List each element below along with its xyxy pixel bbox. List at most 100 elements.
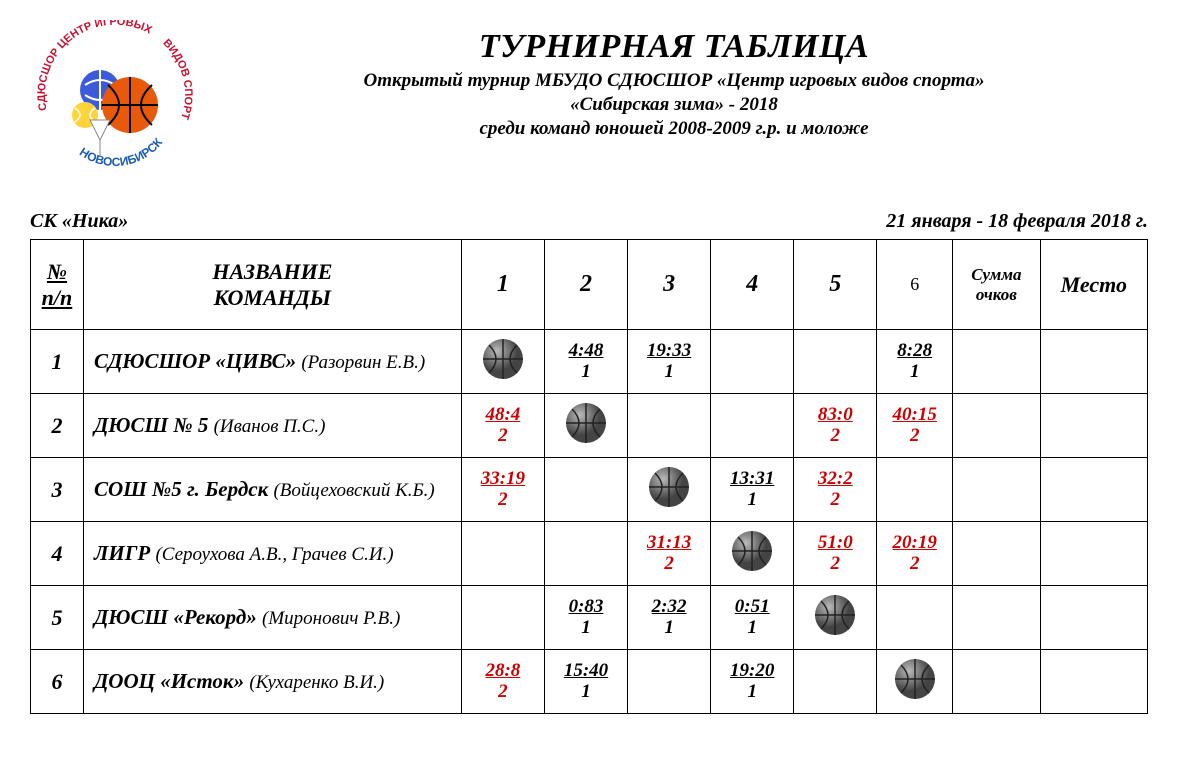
score-value: 20:192 — [893, 533, 937, 575]
col-number: № п/п — [31, 240, 84, 330]
basketball-icon — [813, 593, 857, 637]
result-cell — [461, 522, 544, 586]
team-name: СОШ №5 г. Бердск — [94, 477, 268, 501]
main-title: ТУРНИРНАЯ ТАБЛИЦА — [200, 28, 1148, 66]
header-block: СДЮСШОР ЦЕНТР ИГРОВЫХ ВИДОВ СПОРТА НОВОС… — [30, 20, 1148, 180]
basketball-icon — [564, 401, 608, 445]
team-name: СДЮСШОР «ЦИВС» — [94, 349, 296, 373]
shuttlecock-icon — [90, 120, 110, 155]
result-cell: 40:152 — [877, 394, 953, 458]
coach-name: (Иванов П.С.) — [214, 416, 326, 437]
result-cell: 83:02 — [794, 394, 877, 458]
col-round-3: 3 — [628, 240, 711, 330]
result-cell: 0:831 — [544, 586, 627, 650]
sum-cell — [953, 330, 1041, 394]
result-cell: 31:132 — [628, 522, 711, 586]
team-name-cell: ЛИГР (Сероухова А.В., Грачев С.И.) — [83, 522, 461, 586]
table-body: 1СДЮСШОР «ЦИВС» (Разорвин Е.В.)4:48119:3… — [31, 330, 1148, 714]
subtitle-line-2: «Сибирская зима» - 2018 — [200, 94, 1148, 116]
sum-cell — [953, 458, 1041, 522]
coach-name: (Кухаренко В.И.) — [249, 672, 384, 693]
result-cell: 33:192 — [461, 458, 544, 522]
row-number: 1 — [31, 330, 84, 394]
col-round-1: 1 — [461, 240, 544, 330]
team-name-cell: ДООЦ «Исток» (Кухаренко В.И.) — [83, 650, 461, 714]
score-value: 19:331 — [647, 341, 691, 383]
col-round-6: 6 — [877, 240, 953, 330]
score-value: 48:42 — [485, 405, 520, 447]
table-row: 3СОШ №5 г. Бердск (Войцеховский К.Б.)33:… — [31, 458, 1148, 522]
score-value: 0:831 — [569, 597, 604, 639]
result-cell — [628, 394, 711, 458]
col-round-5: 5 — [794, 240, 877, 330]
result-cell: 19:331 — [628, 330, 711, 394]
meta-row: СК «Ника» 21 января - 18 февраля 2018 г. — [30, 210, 1148, 233]
team-name: ЛИГР — [94, 541, 150, 565]
score-value: 31:132 — [647, 533, 691, 575]
place-cell — [1040, 650, 1147, 714]
col-place: Место — [1040, 240, 1147, 330]
header-row: № п/п НАЗВАНИЕ КОМАНДЫ 1 2 3 4 5 6 Сумма… — [31, 240, 1148, 330]
team-name: ДЮСШ «Рекорд» — [94, 605, 257, 629]
team-name: ДООЦ «Исток» — [94, 669, 244, 693]
result-cell: 4:481 — [544, 330, 627, 394]
team-name-cell: СДЮСШОР «ЦИВС» (Разорвин Е.В.) — [83, 330, 461, 394]
result-cell — [877, 650, 953, 714]
place-cell — [1040, 330, 1147, 394]
result-cell — [877, 458, 953, 522]
table-row: 6ДООЦ «Исток» (Кухаренко В.И.)28:8215:40… — [31, 650, 1148, 714]
score-value: 4:481 — [569, 341, 604, 383]
basketball-icon — [893, 657, 937, 701]
col-round-4: 4 — [711, 240, 794, 330]
score-value: 15:401 — [564, 661, 608, 703]
result-cell: 32:22 — [794, 458, 877, 522]
result-cell — [711, 522, 794, 586]
svg-text:НОВОСИБИРСК: НОВОСИБИРСК — [77, 135, 166, 169]
result-cell — [544, 394, 627, 458]
venue-label: СК «Ника» — [30, 210, 128, 233]
result-cell — [711, 394, 794, 458]
team-name: ДЮСШ № 5 — [94, 413, 208, 437]
col-round-2: 2 — [544, 240, 627, 330]
result-cell — [461, 330, 544, 394]
result-cell — [877, 586, 953, 650]
standings-table: № п/п НАЗВАНИЕ КОМАНДЫ 1 2 3 4 5 6 Сумма… — [30, 239, 1148, 714]
subtitle-line-3: среди команд юношей 2008-2009 г.р. и мол… — [200, 118, 1148, 140]
row-number: 5 — [31, 586, 84, 650]
row-number: 2 — [31, 394, 84, 458]
result-cell — [794, 330, 877, 394]
result-cell — [711, 330, 794, 394]
table-row: 4ЛИГР (Сероухова А.В., Грачев С.И.)31:13… — [31, 522, 1148, 586]
result-cell — [461, 586, 544, 650]
coach-name: (Сероухова А.В., Грачев С.И.) — [155, 544, 393, 565]
organization-logo: СДЮСШОР ЦЕНТР ИГРОВЫХ ВИДОВ СПОРТА НОВОС… — [30, 20, 200, 180]
dates-label: 21 января - 18 февраля 2018 г. — [886, 210, 1148, 233]
coach-name: (Разорвин Е.В.) — [301, 352, 425, 373]
result-cell — [628, 650, 711, 714]
score-value: 13:311 — [730, 469, 774, 511]
place-cell — [1040, 586, 1147, 650]
score-value: 0:511 — [735, 597, 770, 639]
result-cell — [794, 586, 877, 650]
score-value: 40:152 — [893, 405, 937, 447]
sum-cell — [953, 650, 1041, 714]
result-cell: 48:42 — [461, 394, 544, 458]
sum-cell — [953, 586, 1041, 650]
result-cell: 8:281 — [877, 330, 953, 394]
sum-cell — [953, 394, 1041, 458]
result-cell: 28:82 — [461, 650, 544, 714]
team-name-cell: ДЮСШ «Рекорд» (Миронович Р.В.) — [83, 586, 461, 650]
table-row: 2 ДЮСШ № 5 (Иванов П.С.) 48:42 83:02 40:152 — [31, 394, 1148, 458]
coach-name: (Войцеховский К.Б.) — [273, 480, 434, 501]
result-cell — [544, 522, 627, 586]
basketball-icon — [481, 337, 525, 381]
table-row: 1СДЮСШОР «ЦИВС» (Разорвин Е.В.)4:48119:3… — [31, 330, 1148, 394]
result-cell: 0:511 — [711, 586, 794, 650]
title-block: ТУРНИРНАЯ ТАБЛИЦА Открытый турнир МБУДО … — [200, 20, 1148, 142]
subtitle-line-1: Открытый турнир МБУДО СДЮСШОР «Центр игр… — [200, 70, 1148, 92]
result-cell — [794, 650, 877, 714]
basketball-icon — [647, 465, 691, 509]
place-cell — [1040, 394, 1147, 458]
result-cell — [628, 458, 711, 522]
result-cell: 15:401 — [544, 650, 627, 714]
